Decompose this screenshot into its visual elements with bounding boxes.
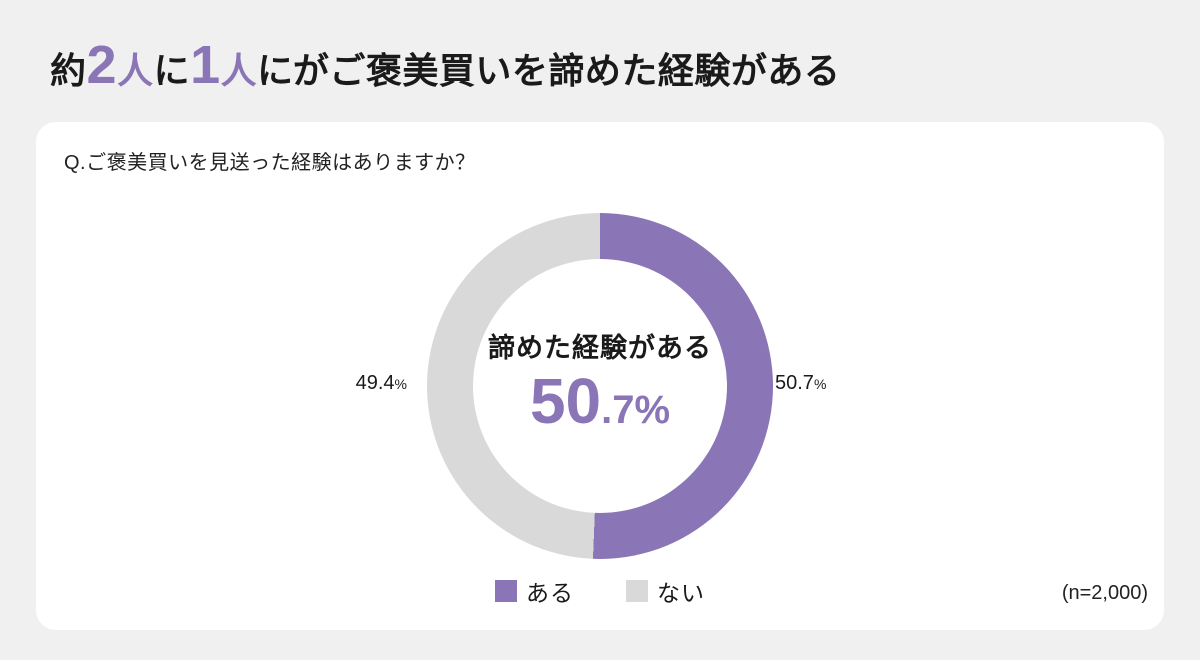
segment-label-nai-pct: % [394, 376, 407, 392]
segment-label-aru: 50.7% [775, 372, 826, 395]
title-number-1: 1 [190, 35, 221, 95]
title-unit-1: 人 [117, 50, 154, 91]
segment-label-aru-pct: % [813, 376, 827, 392]
page-title: 約 2 人に 1 人にがご褒美買いを諦めた経験がある [50, 38, 840, 102]
title-suffix: にがご褒美買いを諦めた経験がある [257, 50, 841, 91]
donut-chart: 諦めた経験がある 50.7% [427, 213, 773, 559]
title-prefix: 約 [50, 50, 87, 91]
legend-item-nai: ない [626, 574, 705, 608]
legend: ある ない [36, 574, 1164, 608]
donut-center-value: 50.7% [530, 369, 670, 433]
title-mid: に [153, 50, 191, 91]
title-unit-2: 人 [220, 50, 258, 91]
segment-label-nai: 49.4% [332, 372, 407, 395]
legend-swatch [626, 580, 648, 602]
donut-center-value-main: 50 [529, 364, 602, 437]
sample-size-note: (n=2,000) [1061, 582, 1148, 604]
donut-center-value-sub: .7% [601, 387, 671, 432]
donut-center: 諦めた経験がある 50.7% [473, 259, 727, 513]
donut-center-label: 諦めた経験がある [488, 332, 712, 363]
chart-card: Q.ご褒美買いを見送った経験はありますか？ 諦めた経験がある 50.7% 49.… [36, 122, 1164, 630]
survey-question: Q.ご褒美買いを見送った経験はありますか？ [64, 152, 476, 174]
title-number-2: 2 [86, 35, 118, 95]
legend-label-nai: ない [657, 580, 705, 606]
segment-label-nai-value: 49.4 [355, 372, 395, 394]
segment-label-aru-value: 50.7 [775, 372, 814, 394]
legend-swatch [495, 580, 517, 602]
legend-item-aru: ある [495, 574, 574, 608]
legend-label-aru: ある [526, 580, 574, 606]
